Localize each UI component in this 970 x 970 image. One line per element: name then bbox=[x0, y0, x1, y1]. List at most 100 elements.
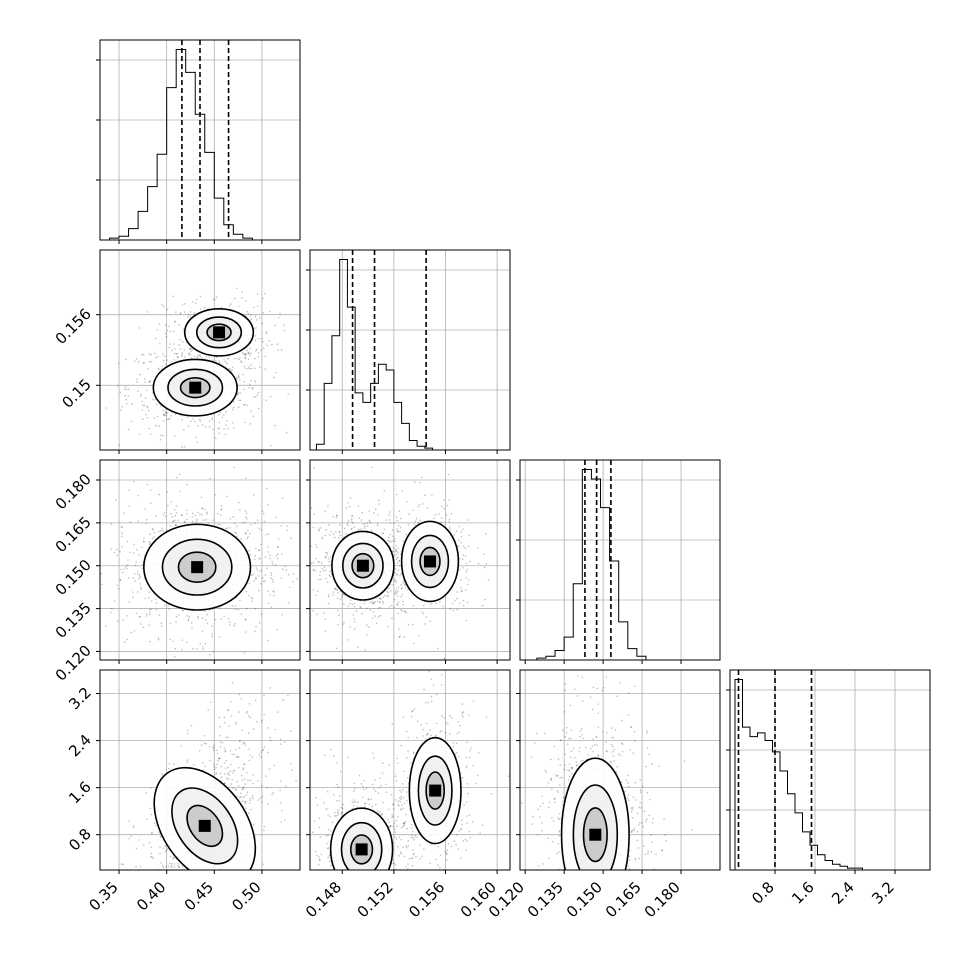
sample-point bbox=[445, 514, 448, 516]
sample-point bbox=[213, 768, 216, 771]
sample-point bbox=[352, 614, 355, 616]
sample-point bbox=[460, 587, 462, 589]
sample-point bbox=[140, 586, 142, 589]
sample-point bbox=[169, 525, 171, 527]
sample-point bbox=[182, 341, 184, 343]
sample-point bbox=[143, 362, 145, 364]
x-tick-label: 0.40 bbox=[133, 878, 169, 914]
sample-point bbox=[199, 355, 202, 358]
sample-point bbox=[301, 839, 303, 841]
sample-point bbox=[119, 579, 122, 581]
sample-point bbox=[132, 591, 134, 593]
sample-point bbox=[231, 366, 234, 369]
sample-point bbox=[152, 528, 154, 531]
sample-point bbox=[242, 741, 245, 744]
sample-point bbox=[374, 874, 376, 876]
sample-point bbox=[134, 564, 137, 567]
sample-point bbox=[220, 913, 222, 915]
sample-point bbox=[274, 424, 276, 427]
sample-point bbox=[227, 357, 230, 360]
sample-point bbox=[387, 818, 389, 821]
y-tick-label: 0.165 bbox=[52, 513, 95, 556]
sample-point bbox=[481, 604, 484, 607]
sample-point bbox=[243, 795, 246, 798]
sample-point bbox=[324, 551, 327, 554]
sample-point bbox=[196, 298, 198, 301]
sample-point bbox=[230, 783, 233, 785]
sample-point bbox=[328, 524, 330, 526]
sample-point bbox=[130, 420, 133, 423]
sample-point bbox=[119, 550, 121, 553]
sample-point bbox=[272, 590, 274, 592]
sample-point bbox=[176, 353, 179, 355]
sample-point bbox=[324, 754, 326, 757]
sample-point bbox=[215, 766, 217, 769]
sample-point bbox=[188, 354, 190, 356]
sample-point bbox=[453, 840, 456, 842]
sample-point bbox=[190, 621, 193, 624]
sample-point bbox=[190, 420, 192, 422]
sample-point bbox=[389, 825, 392, 828]
sample-point bbox=[129, 551, 131, 554]
sample-point bbox=[325, 834, 328, 837]
sample-point bbox=[388, 878, 390, 880]
sample-point bbox=[134, 360, 136, 362]
sample-point bbox=[216, 512, 219, 515]
sample-point bbox=[211, 633, 214, 635]
sample-point bbox=[351, 515, 353, 517]
sample-point bbox=[417, 522, 420, 524]
sample-point bbox=[382, 600, 384, 603]
sample-point bbox=[387, 934, 389, 936]
sample-point bbox=[454, 875, 456, 877]
sample-point bbox=[157, 875, 159, 877]
sample-point bbox=[207, 871, 209, 873]
sample-point bbox=[126, 402, 128, 405]
sample-point bbox=[283, 667, 285, 669]
sample-point bbox=[246, 404, 248, 407]
sample-point bbox=[182, 328, 185, 331]
y-tick-label: 0.8 bbox=[65, 825, 95, 855]
sample-point bbox=[435, 722, 438, 725]
sample-point bbox=[160, 622, 163, 624]
sample-point bbox=[405, 876, 407, 878]
sample-point bbox=[188, 872, 190, 874]
sample-point bbox=[402, 825, 404, 828]
sample-point bbox=[217, 757, 220, 760]
sample-point bbox=[405, 791, 408, 793]
sample-point bbox=[189, 315, 192, 318]
sample-point bbox=[366, 634, 368, 636]
sample-point bbox=[175, 615, 178, 618]
sample-point bbox=[142, 667, 144, 669]
sample-point bbox=[135, 561, 137, 563]
sample-point bbox=[178, 323, 181, 326]
sample-point bbox=[443, 717, 445, 719]
sample-point bbox=[351, 515, 354, 517]
sample-point bbox=[265, 332, 268, 335]
sample-point bbox=[419, 844, 421, 846]
sample-point bbox=[336, 814, 339, 817]
sample-point bbox=[392, 903, 394, 905]
sample-point bbox=[245, 516, 247, 519]
sample-point bbox=[388, 519, 391, 521]
sample-point bbox=[122, 619, 124, 621]
sample-point bbox=[240, 538, 242, 540]
sample-point bbox=[155, 824, 157, 827]
sample-point bbox=[364, 649, 367, 651]
sample-point bbox=[237, 766, 240, 769]
sample-point bbox=[273, 590, 275, 593]
sample-point bbox=[353, 605, 356, 608]
sample-point bbox=[269, 554, 271, 557]
sample-point bbox=[329, 815, 331, 818]
sample-point bbox=[462, 711, 465, 713]
sample-point bbox=[484, 598, 486, 601]
sample-point bbox=[254, 396, 257, 398]
sample-point bbox=[361, 871, 363, 873]
sample-point bbox=[475, 782, 477, 785]
sample-point bbox=[258, 316, 261, 319]
sample-point bbox=[133, 543, 135, 546]
sample-point bbox=[145, 615, 148, 617]
sample-point bbox=[220, 505, 223, 507]
sample-point bbox=[393, 522, 395, 525]
sample-point bbox=[435, 602, 437, 605]
sample-point bbox=[212, 298, 215, 300]
